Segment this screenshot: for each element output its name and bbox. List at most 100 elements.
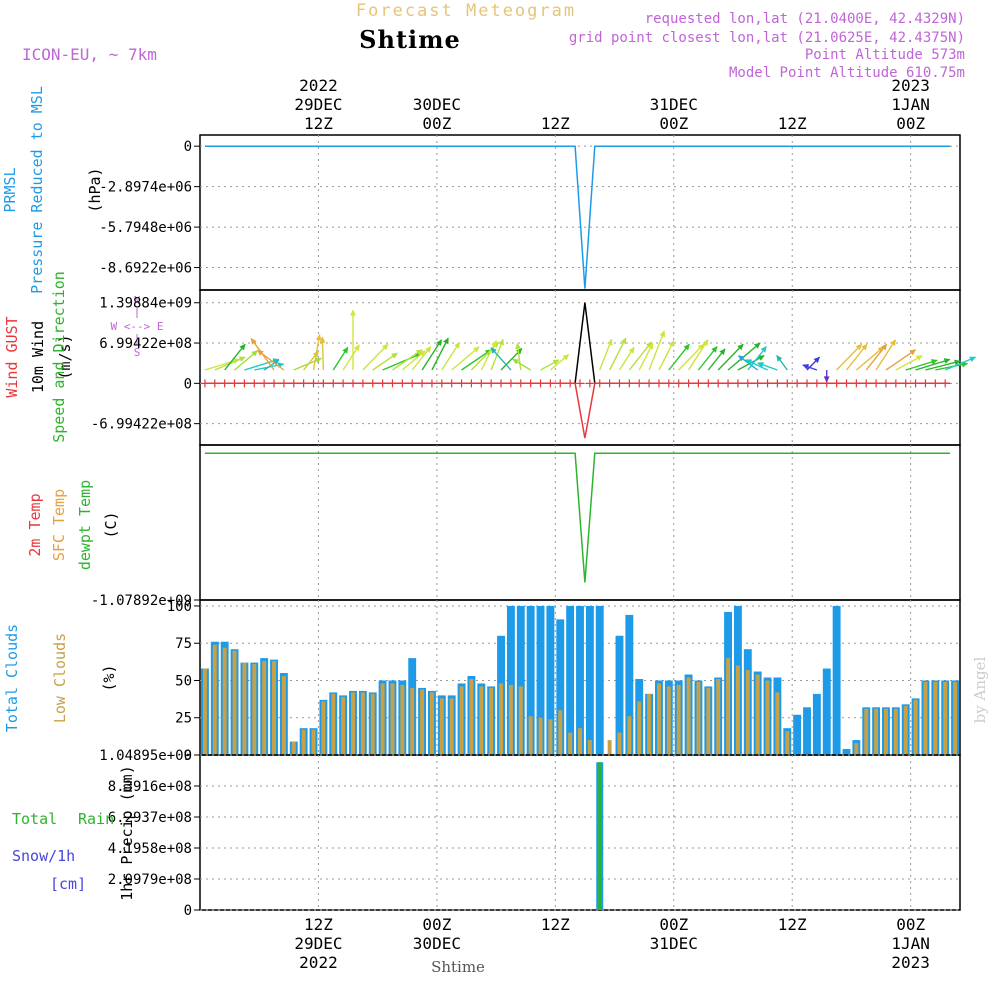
bar-low-clouds — [292, 742, 296, 755]
bar-low-clouds — [519, 686, 523, 755]
time-label: 00Z — [659, 114, 688, 133]
time-label: 29DEC — [294, 934, 342, 953]
time-label: 12Z — [304, 114, 333, 133]
axis-label: (hPa) — [86, 167, 104, 212]
time-label: 12Z — [541, 114, 570, 133]
bar-low-clouds — [302, 730, 306, 755]
axis-label: Low Clouds — [51, 633, 69, 723]
time-label: 29DEC — [294, 95, 342, 114]
bar-low-clouds — [687, 678, 691, 756]
axis-label: SFC Temp — [50, 489, 68, 561]
bar-low-clouds — [233, 651, 237, 755]
time-label: 00Z — [659, 915, 688, 934]
bar-low-clouds — [608, 740, 612, 755]
bar-total-clouds — [843, 749, 851, 755]
gridpoint-coords: grid point closest lon,lat (21.0625E, 42… — [569, 30, 965, 46]
bar-low-clouds — [756, 675, 760, 755]
bar-low-clouds — [203, 669, 207, 755]
bar-low-clouds — [548, 719, 552, 755]
bar-low-clouds — [637, 701, 641, 755]
bar-low-clouds — [371, 694, 375, 755]
bar-low-clouds — [667, 686, 671, 755]
bar-low-clouds — [953, 682, 957, 755]
time-label: 12Z — [541, 915, 570, 934]
bar-low-clouds — [943, 682, 947, 755]
bar-low-clouds — [430, 692, 434, 755]
bar-low-clouds — [410, 688, 414, 755]
bar-low-clouds — [706, 688, 710, 755]
y-tick-label: 0 — [184, 376, 192, 392]
bar-low-clouds — [914, 700, 918, 755]
time-label: 2023 — [891, 953, 930, 972]
bar-total-clouds — [823, 669, 831, 755]
bar-low-clouds — [558, 710, 562, 755]
bar-low-clouds — [568, 733, 572, 755]
axis-label: 1hr Precip (mm) — [118, 765, 136, 900]
time-label: 31DEC — [650, 934, 698, 953]
bar-low-clouds — [321, 701, 325, 755]
bar-low-clouds — [242, 663, 246, 755]
bar-low-clouds — [390, 683, 394, 755]
bar-low-clouds — [923, 682, 927, 755]
axis-label: Wind GUST — [3, 316, 21, 397]
bar-low-clouds — [647, 694, 651, 755]
bar-low-clouds — [775, 692, 779, 755]
bar-low-clouds — [677, 685, 681, 755]
bar-low-clouds — [746, 670, 750, 755]
axis-label: (%) — [100, 664, 118, 691]
time-label: 12Z — [778, 114, 807, 133]
credit-watermark: by Angel — [971, 656, 989, 723]
bar-low-clouds — [489, 688, 493, 755]
bar-total-clouds — [803, 707, 811, 755]
bar-low-clouds — [766, 680, 770, 755]
bar-low-clouds — [460, 686, 464, 755]
bar-low-clouds — [696, 682, 700, 755]
y-tick-label: 6.99422e+08 — [99, 336, 192, 352]
y-tick-label: 0 — [184, 903, 192, 919]
axis-label: 2m Temp — [26, 493, 44, 556]
bar-low-clouds — [252, 664, 256, 755]
time-label: 30DEC — [413, 934, 461, 953]
point-altitude: Point Altitude 573m — [805, 47, 965, 63]
bar-low-clouds — [933, 682, 937, 755]
bar-low-clouds — [282, 676, 286, 755]
bar-low-clouds — [440, 698, 444, 755]
time-label: 30DEC — [413, 95, 461, 114]
bar-low-clouds — [854, 743, 858, 755]
bar-low-clouds — [331, 694, 335, 755]
compass-west-east: W <--> E — [111, 320, 164, 333]
bar-low-clouds — [618, 733, 622, 755]
bar-low-clouds — [884, 709, 888, 755]
bar-low-clouds — [262, 661, 266, 755]
bar-low-clouds — [509, 685, 513, 755]
axis-label: Pressure Reduced to MSL — [28, 86, 46, 294]
y-tick-label: 1.04895e+09 — [99, 748, 192, 764]
time-label: 00Z — [422, 915, 451, 934]
bar-low-clouds — [469, 679, 473, 755]
bar-low-clouds — [351, 692, 355, 755]
legend-snow-unit: [cm] — [50, 875, 86, 893]
bar-total-clouds — [793, 715, 801, 755]
time-label: 12Z — [304, 915, 333, 934]
bar-low-clouds — [588, 740, 592, 755]
bar-low-clouds — [450, 698, 454, 755]
bar-total-clouds — [596, 606, 604, 755]
y-tick-label: 50 — [175, 673, 192, 689]
bar-low-clouds — [539, 718, 543, 755]
bar-low-clouds — [894, 709, 898, 755]
bar-rain — [598, 762, 601, 910]
time-label: 00Z — [896, 114, 925, 133]
legend-snow: Snow/1h — [12, 847, 75, 865]
bar-low-clouds — [223, 648, 227, 755]
time-label: 31DEC — [650, 95, 698, 114]
bar-low-clouds — [736, 666, 740, 755]
bar-total-clouds — [586, 606, 594, 755]
bar-total-clouds — [833, 606, 841, 755]
bar-low-clouds — [499, 683, 503, 755]
bar-low-clouds — [529, 716, 533, 755]
axis-label: Speed and Direction — [50, 271, 68, 443]
y-tick-label: -2.8974e+06 — [99, 180, 192, 196]
bar-low-clouds — [312, 730, 316, 755]
bar-low-clouds — [213, 645, 217, 755]
